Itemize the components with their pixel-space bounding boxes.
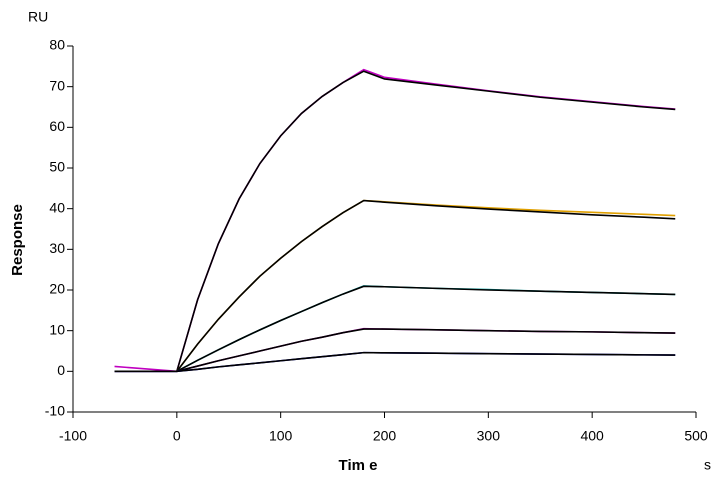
x-tick-label: 0 [173,428,181,444]
x-tick-label: 500 [684,428,708,444]
y-tick-label: -10 [45,403,65,419]
x-tick-label: 300 [477,428,501,444]
sensorgram-line [114,68,676,373]
y-tick-label: 70 [49,77,65,93]
x-axis-label: Tim e [339,457,378,474]
sensorgram-line [114,327,676,373]
sensorgram-line [176,70,676,372]
x-tick-label: -100 [59,428,87,444]
x-tick-label: 400 [580,428,604,444]
sensorgram-line [114,351,676,373]
y-tick-label: 60 [49,118,65,134]
sensorgram-line [114,199,676,373]
sensorgram-line [176,328,676,373]
y-tick-label: 20 [49,281,65,297]
y-tick-label: 50 [49,159,65,175]
y-unit: RU [28,9,48,25]
y-tick-label: 30 [49,240,65,256]
x-unit: s [704,457,711,473]
sensorgram-line [176,199,676,372]
y-axis-label: Response [9,204,26,276]
x-tick-label: 100 [269,428,293,444]
sensorgram-line [176,285,676,373]
y-tick-label: 0 [57,362,65,378]
y-tick-label: 80 [49,37,65,53]
y-tick-label: 10 [49,321,65,337]
x-tick-label: 200 [373,428,397,444]
y-tick-label: 40 [49,199,65,215]
